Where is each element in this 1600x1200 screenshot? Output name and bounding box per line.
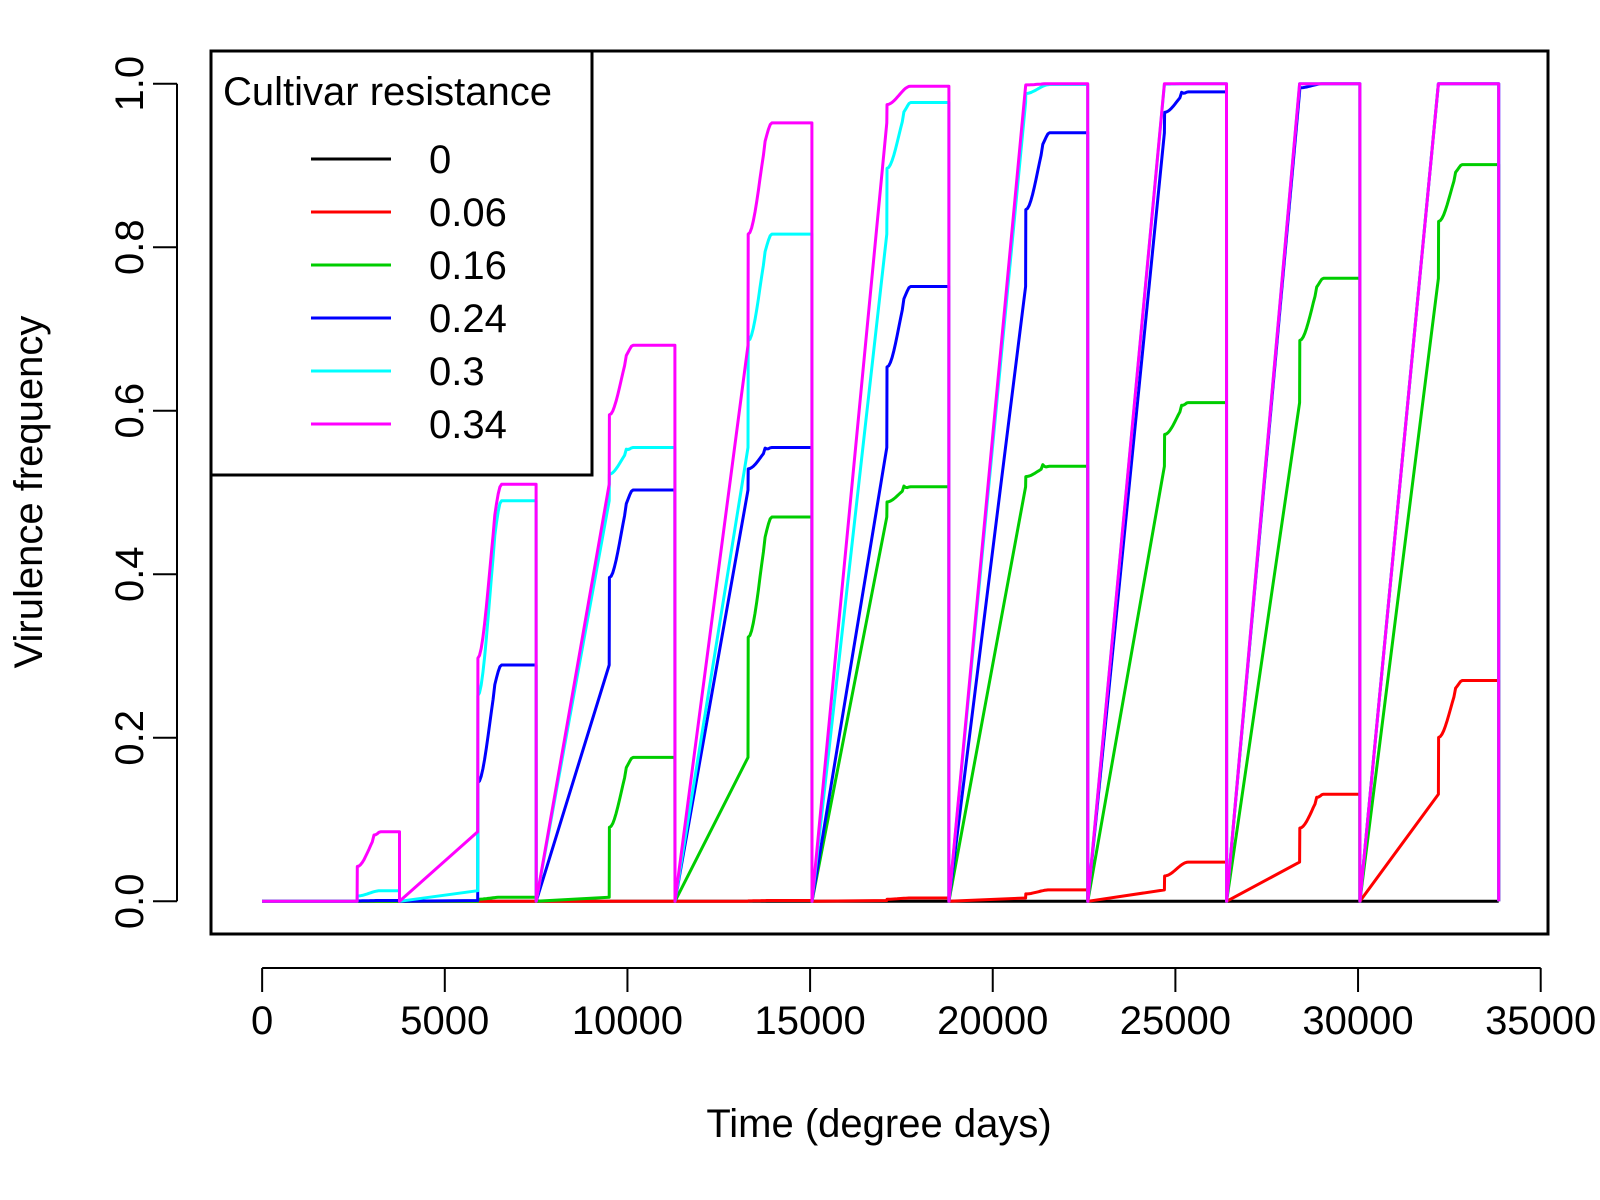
x-axis: 0 5000 10000 15000 20000 25000 30000 35000 [251, 967, 1596, 1043]
x-tick-label: 15000 [754, 999, 865, 1043]
y-tick-label: 1.0 [108, 56, 152, 112]
y-tick-label: 0.6 [108, 383, 152, 439]
y-axis: 0.0 0.2 0.4 0.6 0.8 1.0 [108, 56, 178, 929]
y-tick-label: 0.4 [108, 546, 152, 602]
x-tick-label: 30000 [1302, 999, 1413, 1043]
legend-label: 0.34 [429, 403, 507, 447]
legend-box [209, 49, 594, 477]
legend-entries: 0 0.06 0.16 0.24 0.3 0.34 [311, 138, 507, 447]
y-tick-label: 0.8 [108, 219, 152, 275]
x-tick-label: 0 [251, 999, 273, 1043]
y-tick-label: 0.2 [108, 710, 152, 766]
x-tick-label: 10000 [572, 999, 683, 1043]
series-line-0-34 [262, 82, 1501, 903]
legend-label: 0.16 [429, 244, 507, 288]
series-line-0-06 [262, 679, 1501, 903]
plot-frame [209, 49, 1550, 936]
legend-label: 0.3 [429, 350, 485, 394]
x-tick-label: 20000 [937, 999, 1048, 1043]
legend-title: Cultivar resistance [223, 70, 552, 114]
series-line-0-16 [262, 163, 1501, 903]
legend-label: 0 [429, 138, 451, 182]
legend-label: 0.06 [429, 191, 507, 235]
x-tick-label: 5000 [400, 999, 489, 1043]
legend-label: 0.24 [429, 297, 507, 341]
series-line-0-24 [262, 82, 1501, 903]
series-layer [262, 82, 1501, 903]
x-tick-label: 35000 [1485, 999, 1596, 1043]
y-tick-label: 0.0 [108, 873, 152, 929]
x-axis-label: Time (degree days) [706, 1102, 1051, 1146]
y-axis-label: Virulence frequency [7, 316, 51, 669]
x-tick-label: 25000 [1120, 999, 1231, 1043]
legend: Cultivar resistance 0 0.06 0.16 0.24 0.3 0.34 [209, 49, 594, 477]
